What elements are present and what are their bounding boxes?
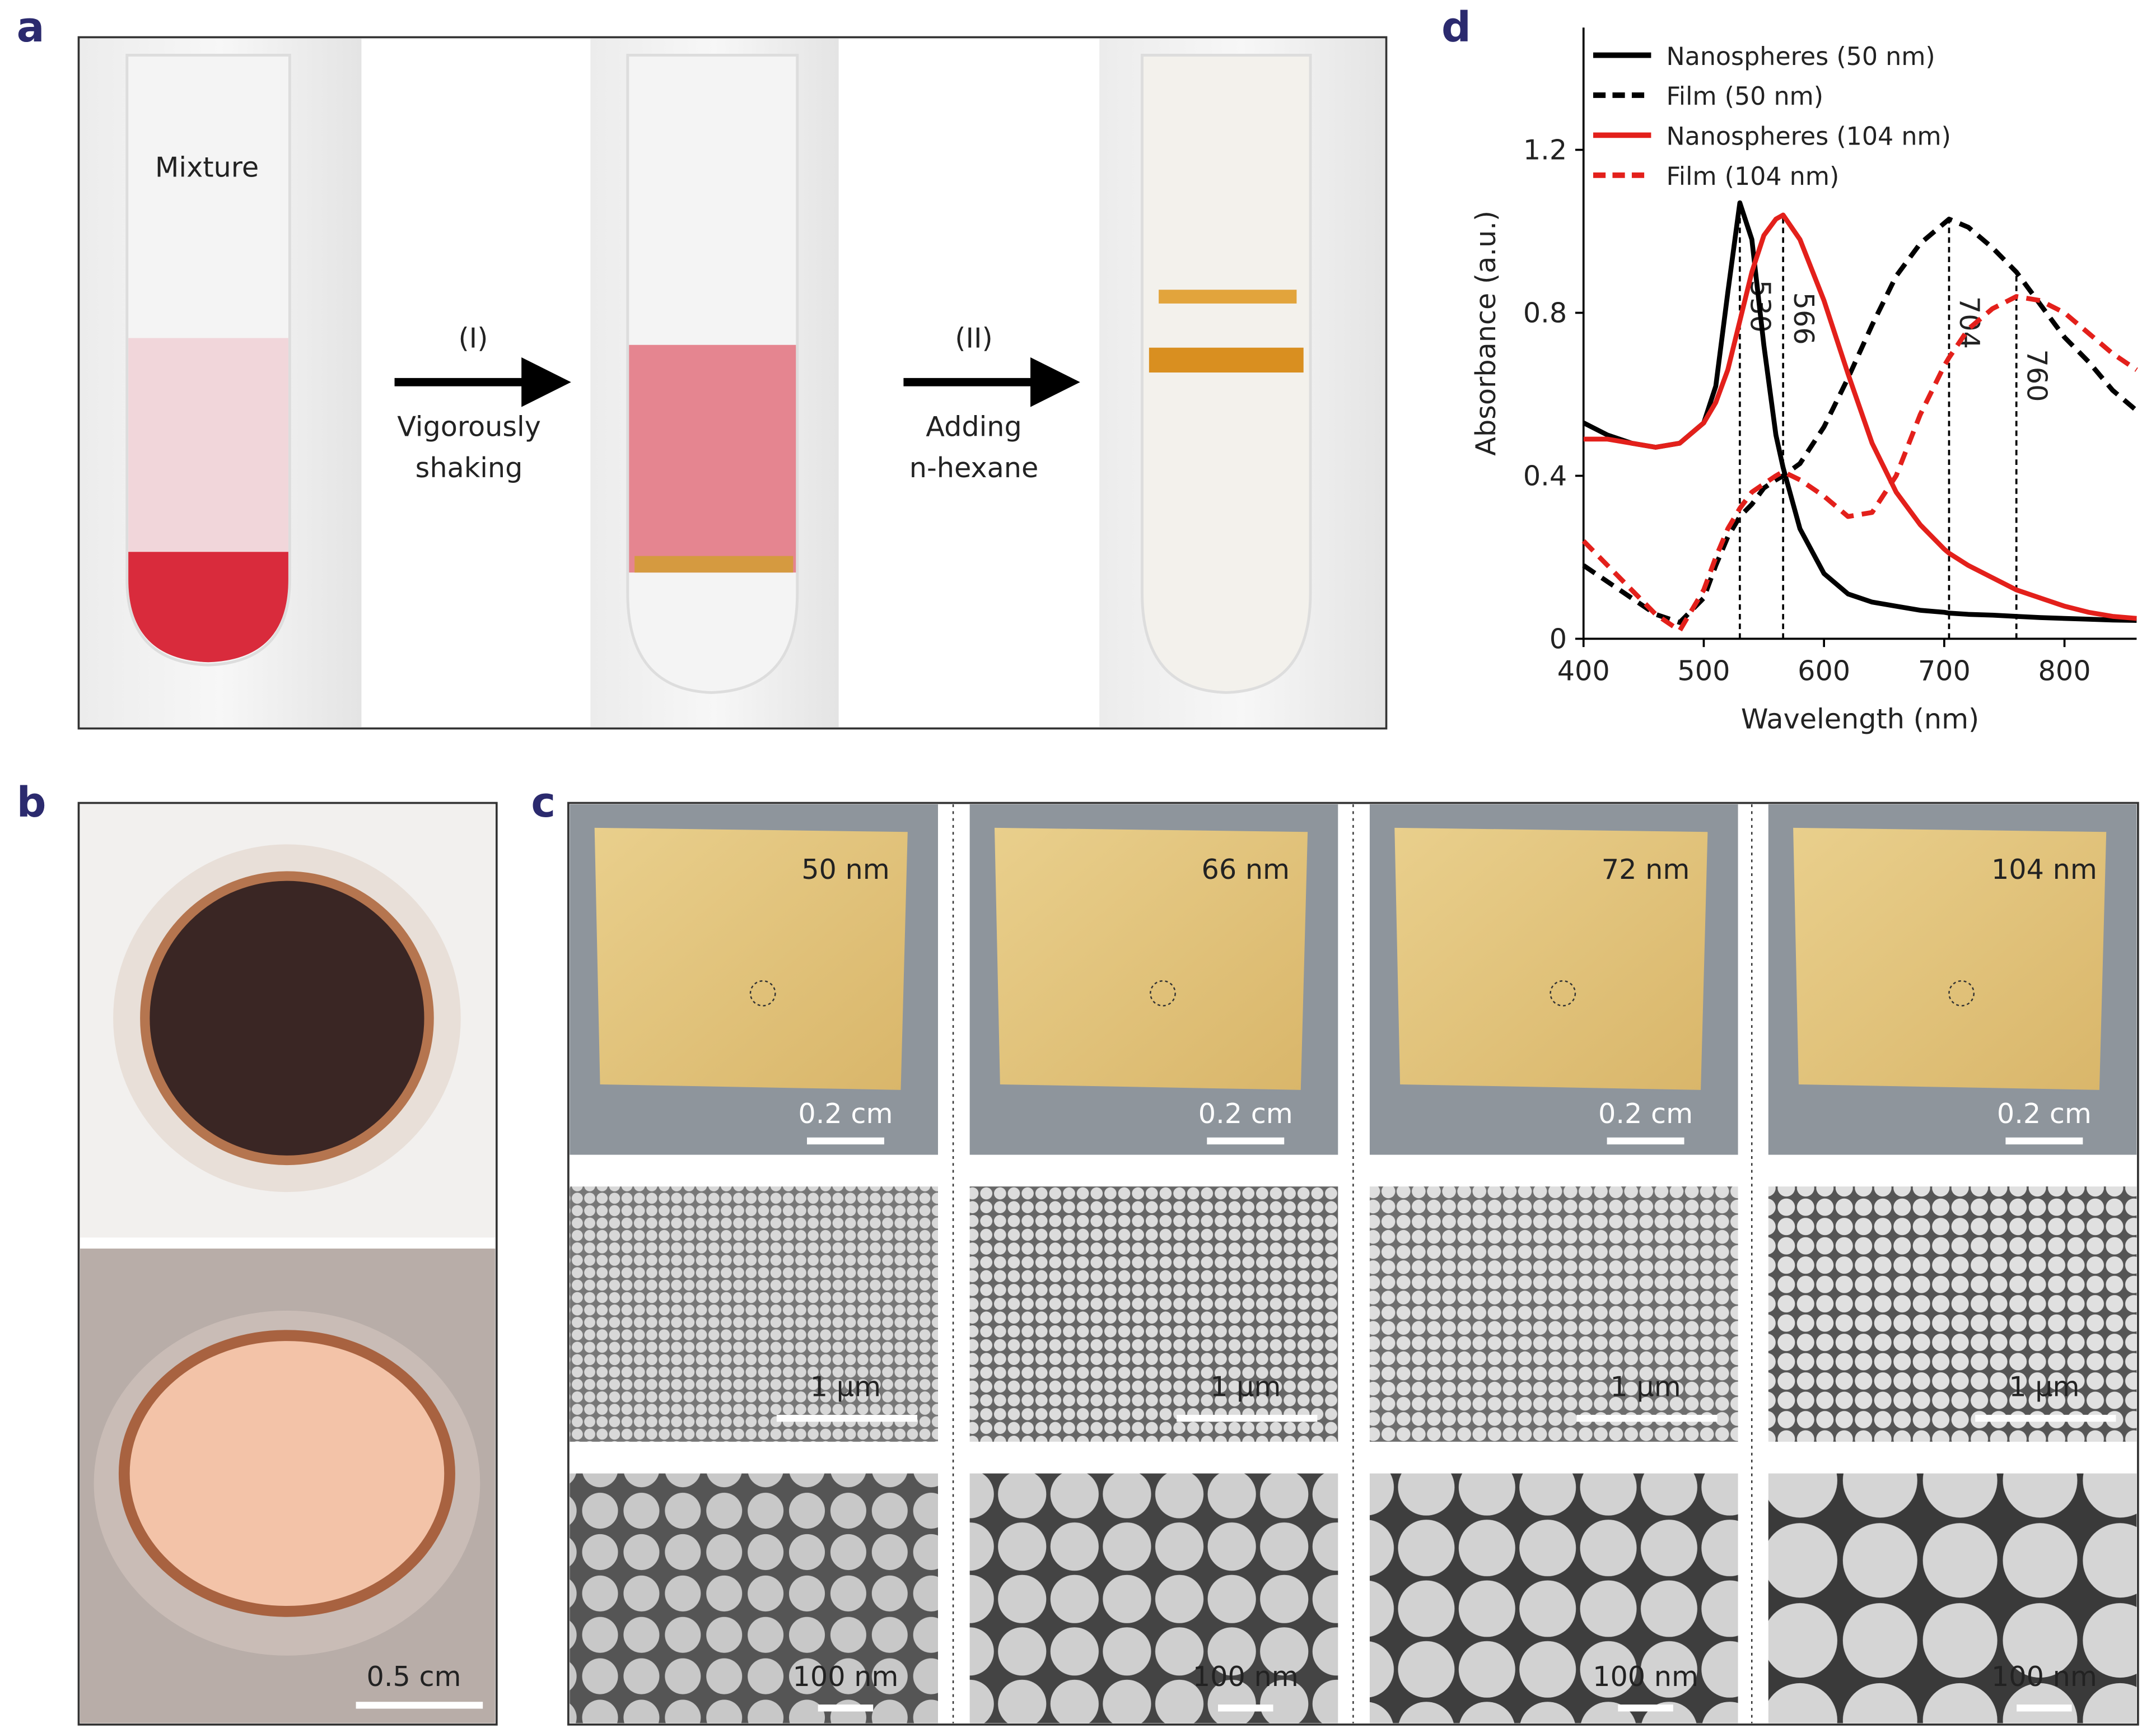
scale-text: 0.2 cm xyxy=(1198,1097,1293,1130)
peak-label: 566 xyxy=(1788,292,1820,345)
scale-text: 100 nm xyxy=(1991,1660,2097,1693)
scale-text: 100 nm xyxy=(793,1660,899,1693)
step-text: shaking xyxy=(416,451,523,484)
chart: 0 0.4 0.8 1.2 400 500 600 700 800 Wavelength (nm)… xyxy=(1469,27,2139,735)
thickness-label: 66 nm xyxy=(1202,853,1290,886)
x-tick-label: 800 xyxy=(2038,654,2091,687)
legend-label: Film (104 nm) xyxy=(1667,162,1840,191)
spot xyxy=(1150,980,1176,1007)
panel-label: b xyxy=(17,779,46,827)
scale-text: 1 µm xyxy=(810,1371,881,1403)
legend-label: Nanospheres (50 nm) xyxy=(1667,43,1935,71)
sem-image xyxy=(1768,1186,2137,1442)
tube xyxy=(1141,54,1312,694)
panel-label: d xyxy=(1441,3,1471,52)
panel-label: a xyxy=(17,3,45,52)
x-axis-label: Wavelength (nm) xyxy=(1741,703,1979,735)
sem-zoom xyxy=(1768,1473,2137,1724)
thickness-label: 50 nm xyxy=(801,853,890,886)
data-line xyxy=(1581,294,2138,634)
interface xyxy=(1159,290,1297,304)
x-tick-label: 700 xyxy=(1918,654,1971,687)
liquid xyxy=(128,338,288,552)
scale-text: 100 nm xyxy=(1593,1660,1698,1693)
panel-label: c xyxy=(531,779,556,827)
film xyxy=(118,1330,455,1617)
scale-text: 0.2 cm xyxy=(1997,1097,2092,1130)
step-text: n-hexane xyxy=(909,451,1038,484)
spot xyxy=(1550,980,1576,1007)
scale-text: 0.2 cm xyxy=(1598,1097,1693,1130)
sem-zoom xyxy=(570,1473,938,1724)
scale-text: 0.2 cm xyxy=(798,1097,893,1130)
interface xyxy=(1149,347,1304,373)
scale-text: 0.5 cm xyxy=(367,1660,461,1693)
film xyxy=(140,871,434,1166)
sem-image xyxy=(969,1186,1338,1442)
spot xyxy=(1948,980,1975,1007)
gold-film xyxy=(594,827,908,1090)
gold-film xyxy=(994,827,1308,1090)
step-text: Vigorously xyxy=(397,410,541,443)
data-line xyxy=(1582,216,2139,625)
columns: 50 nm 0.2 cm 1 µm 100 nm 66 nm 0.2 cm 1 µm 100 … xyxy=(570,804,2137,1724)
sem-image xyxy=(570,1186,938,1442)
y-tick-label: 0.4 xyxy=(1523,460,1567,492)
thickness-label: 104 nm xyxy=(1991,853,2097,886)
y-axis-label: Absorbance (a.u.) xyxy=(1469,211,1502,456)
tube-label: Mixture xyxy=(155,151,259,183)
peak-label: 760 xyxy=(2020,349,2053,402)
gold-film xyxy=(1793,827,2107,1090)
x-tick-label: 600 xyxy=(1798,654,1850,687)
step-number: (II) xyxy=(955,322,992,355)
gold-film xyxy=(1394,827,1708,1090)
thickness-label: 72 nm xyxy=(1602,853,1690,886)
x-tick-label: 400 xyxy=(1557,654,1610,687)
step-text: Adding xyxy=(926,410,1022,443)
liquid xyxy=(128,552,288,663)
scale-text: 1 µm xyxy=(1210,1371,1281,1403)
spot xyxy=(749,980,776,1007)
y-tick-label: 0 xyxy=(1550,623,1567,655)
step-number: (I) xyxy=(458,322,488,355)
x-tick-label: 500 xyxy=(1677,654,1730,687)
legend-label: Film (50 nm) xyxy=(1667,82,1824,111)
sem-zoom xyxy=(969,1473,1338,1724)
data-line xyxy=(1583,212,2137,621)
liquid xyxy=(629,344,796,573)
legend-label: Nanospheres (104 nm) xyxy=(1667,123,1951,151)
scale-text: 1 µm xyxy=(2009,1371,2079,1403)
scale-text: 1 µm xyxy=(1610,1371,1681,1403)
sem-zoom xyxy=(1369,1473,1738,1724)
y-tick-label: 0.8 xyxy=(1523,297,1567,329)
interface xyxy=(634,556,794,573)
sem-image xyxy=(1369,1186,1738,1442)
scale-text: 100 nm xyxy=(1193,1660,1299,1693)
y-tick-label: 1.2 xyxy=(1523,134,1567,166)
